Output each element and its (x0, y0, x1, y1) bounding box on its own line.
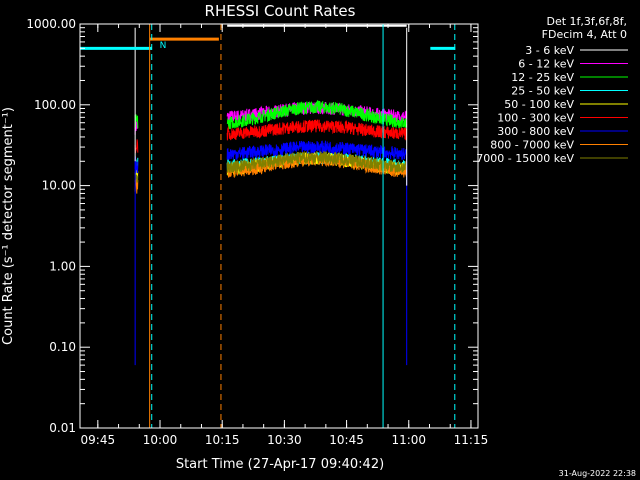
x-tick-label: 11:00 (391, 433, 426, 447)
x-axis-label: Start Time (27-Apr-17 09:40:42) (176, 457, 384, 472)
x-tick-label: 10:30 (267, 433, 302, 447)
x-tick-label: 10:00 (143, 433, 178, 447)
footer-timestamp: 31-Aug-2022 22:38 (559, 469, 636, 478)
x-tick-label: 11:15 (454, 433, 489, 447)
legend-entry-label: 6 - 12 keV (518, 58, 574, 71)
legend-entry-label: 100 - 300 keV (497, 112, 574, 125)
band-trace-main (226, 140, 407, 161)
band-trace-main (226, 150, 407, 174)
legend: Det 1f,3f,6f,8f, FDecim 4, Att 0 3 - 6 k… (476, 15, 628, 165)
legend-entry-label: 7000 - 15000 keV (476, 152, 574, 165)
y-tick-label: 10.00 (42, 179, 76, 193)
x-tick-label: 09:45 (81, 433, 116, 447)
y-tick-label: 1.00 (49, 259, 76, 273)
legend-entry-label: 25 - 50 keV (511, 85, 574, 98)
axes: 1000.00 100.00 10.00 1.00 0.10 0.01 09:45 10:00… (26, 17, 488, 447)
band-trace-main (226, 99, 407, 130)
y-tick-label: 100.00 (34, 98, 76, 112)
y-tick-label: 1000.00 (26, 17, 76, 31)
plot-frame (79, 23, 479, 429)
x-tick-label: 10:45 (329, 433, 364, 447)
chart-title: RHESSI Count Rates (205, 2, 356, 20)
x-tick-label: 10:15 (205, 433, 240, 447)
legend-entry-label: 300 - 800 keV (497, 125, 574, 138)
legend-entry-label: 12 - 25 keV (511, 71, 574, 84)
y-axis-label: Count Rate (s⁻¹ detector segment⁻¹) (1, 107, 16, 345)
flag-bar-label: N (160, 41, 167, 51)
legend-entry-label: 3 - 6 keV (525, 44, 574, 57)
flag-bars: N (80, 24, 456, 51)
legend-header-line-1: Det 1f,3f,6f,8f, (546, 15, 627, 28)
legend-entry-label: 800 - 7000 keV (490, 139, 574, 152)
legend-entry-label: 50 - 100 keV (504, 98, 574, 111)
y-tick-label: 0.10 (49, 340, 76, 354)
legend-header-line-2: FDecim 4, Att 0 (542, 28, 627, 41)
band-trace-main (226, 119, 407, 141)
y-tick-label: 0.01 (49, 421, 76, 435)
data-bands (134, 27, 408, 366)
time-markers (149, 24, 456, 428)
